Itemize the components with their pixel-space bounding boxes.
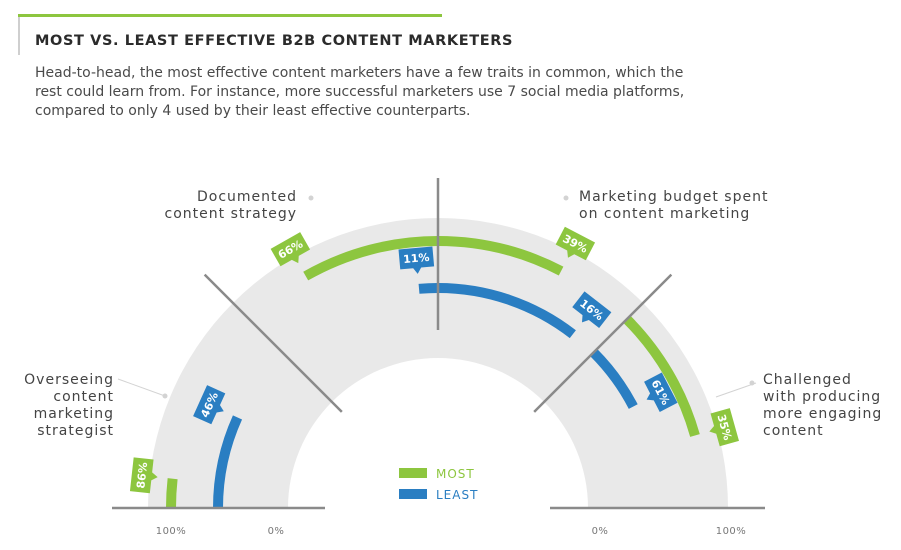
label-dot-1	[162, 393, 168, 399]
axis-ticks: 100% 0% 0% 100%	[156, 526, 747, 537]
legend-label-1: MOST	[436, 467, 475, 481]
label-4-line-4: content	[763, 423, 824, 439]
badge-most-4-shape	[709, 408, 739, 447]
label-2-line-1: Documented	[197, 189, 297, 205]
header-rule	[18, 14, 442, 17]
badge-least-4: 61%	[644, 372, 678, 412]
intro-paragraph: Head-to-head, the most effective content…	[35, 65, 685, 119]
divider-45	[533, 273, 673, 413]
arc-most-2	[303, 235, 440, 281]
badge-least-2-shape	[398, 246, 435, 274]
label-4: Challenged with producing more engaging con…	[763, 372, 882, 439]
label-2: Documented content strategy	[165, 189, 297, 222]
arc-least-2	[418, 282, 440, 294]
arc-least-1	[213, 415, 243, 509]
label-1-line-1: Overseeing	[24, 372, 114, 388]
badge-least-2: 11%	[398, 246, 435, 274]
label-1-line-2: content	[53, 389, 114, 405]
legend-swatch-1	[399, 468, 427, 478]
arc-most-4	[623, 315, 700, 437]
label-1: Overseeing content marketing strategist	[24, 372, 114, 439]
band-shape	[148, 218, 728, 508]
label-1-line-3: marketing	[34, 406, 114, 422]
label-1-line-4: strategist	[37, 423, 114, 439]
category-labels: Overseeing content marketing strategistDocu…	[24, 189, 882, 439]
badge-most-1: 86%	[129, 457, 158, 494]
arc-most-3	[436, 235, 564, 276]
arc-most-1	[165, 478, 178, 509]
badge-least-2-text: 11%	[403, 251, 430, 266]
divider-135	[203, 273, 343, 413]
badge-most-3: 39%	[555, 226, 596, 261]
background-band	[148, 218, 728, 508]
badge-most-1-text: 86%	[134, 462, 150, 490]
label-dot-2	[308, 195, 314, 201]
label-4-line-3: more engaging	[763, 406, 882, 422]
label-2-line-2: content strategy	[165, 206, 297, 222]
badge-least-1: 46%	[193, 385, 226, 425]
series-arcs	[165, 235, 700, 509]
badge-least-4-shape	[644, 372, 678, 412]
badge-most-3-shape	[555, 226, 596, 261]
arc-least-3	[436, 282, 576, 339]
header-side-rule	[18, 17, 20, 55]
label-dot-4	[749, 380, 755, 386]
label-leader-1	[117, 378, 166, 397]
label-dot-3	[563, 195, 569, 201]
label-3: Marketing budget spent on content marketi…	[579, 189, 768, 222]
tick-3: 0%	[592, 526, 609, 537]
label-4-line-2: with producing	[763, 389, 881, 405]
label-4-line-1: Challenged	[763, 372, 852, 388]
badge-least-1-shape	[193, 385, 226, 425]
label-3-line-2: on content marketing	[579, 206, 750, 222]
label-3-line-1: Marketing budget spent	[579, 189, 768, 205]
badge-most-1-shape	[129, 457, 158, 494]
category-dividers	[203, 178, 673, 413]
legend-swatch-2	[399, 489, 427, 499]
arc-least-4	[589, 348, 638, 409]
badge-most-4: 35%	[709, 408, 739, 447]
tick-2: 0%	[268, 526, 285, 537]
legend-label-2: LEAST	[436, 488, 478, 502]
badge-least-3-shape	[572, 291, 612, 329]
badge-most-2-shape	[270, 232, 311, 267]
tick-1: 100%	[156, 526, 187, 537]
legend: MOST LEAST	[399, 467, 478, 502]
label-leader-4	[715, 382, 757, 398]
page-title: MOST VS. LEAST EFFECTIVE B2B CONTENT MAR…	[35, 33, 514, 49]
tick-4: 100%	[716, 526, 747, 537]
